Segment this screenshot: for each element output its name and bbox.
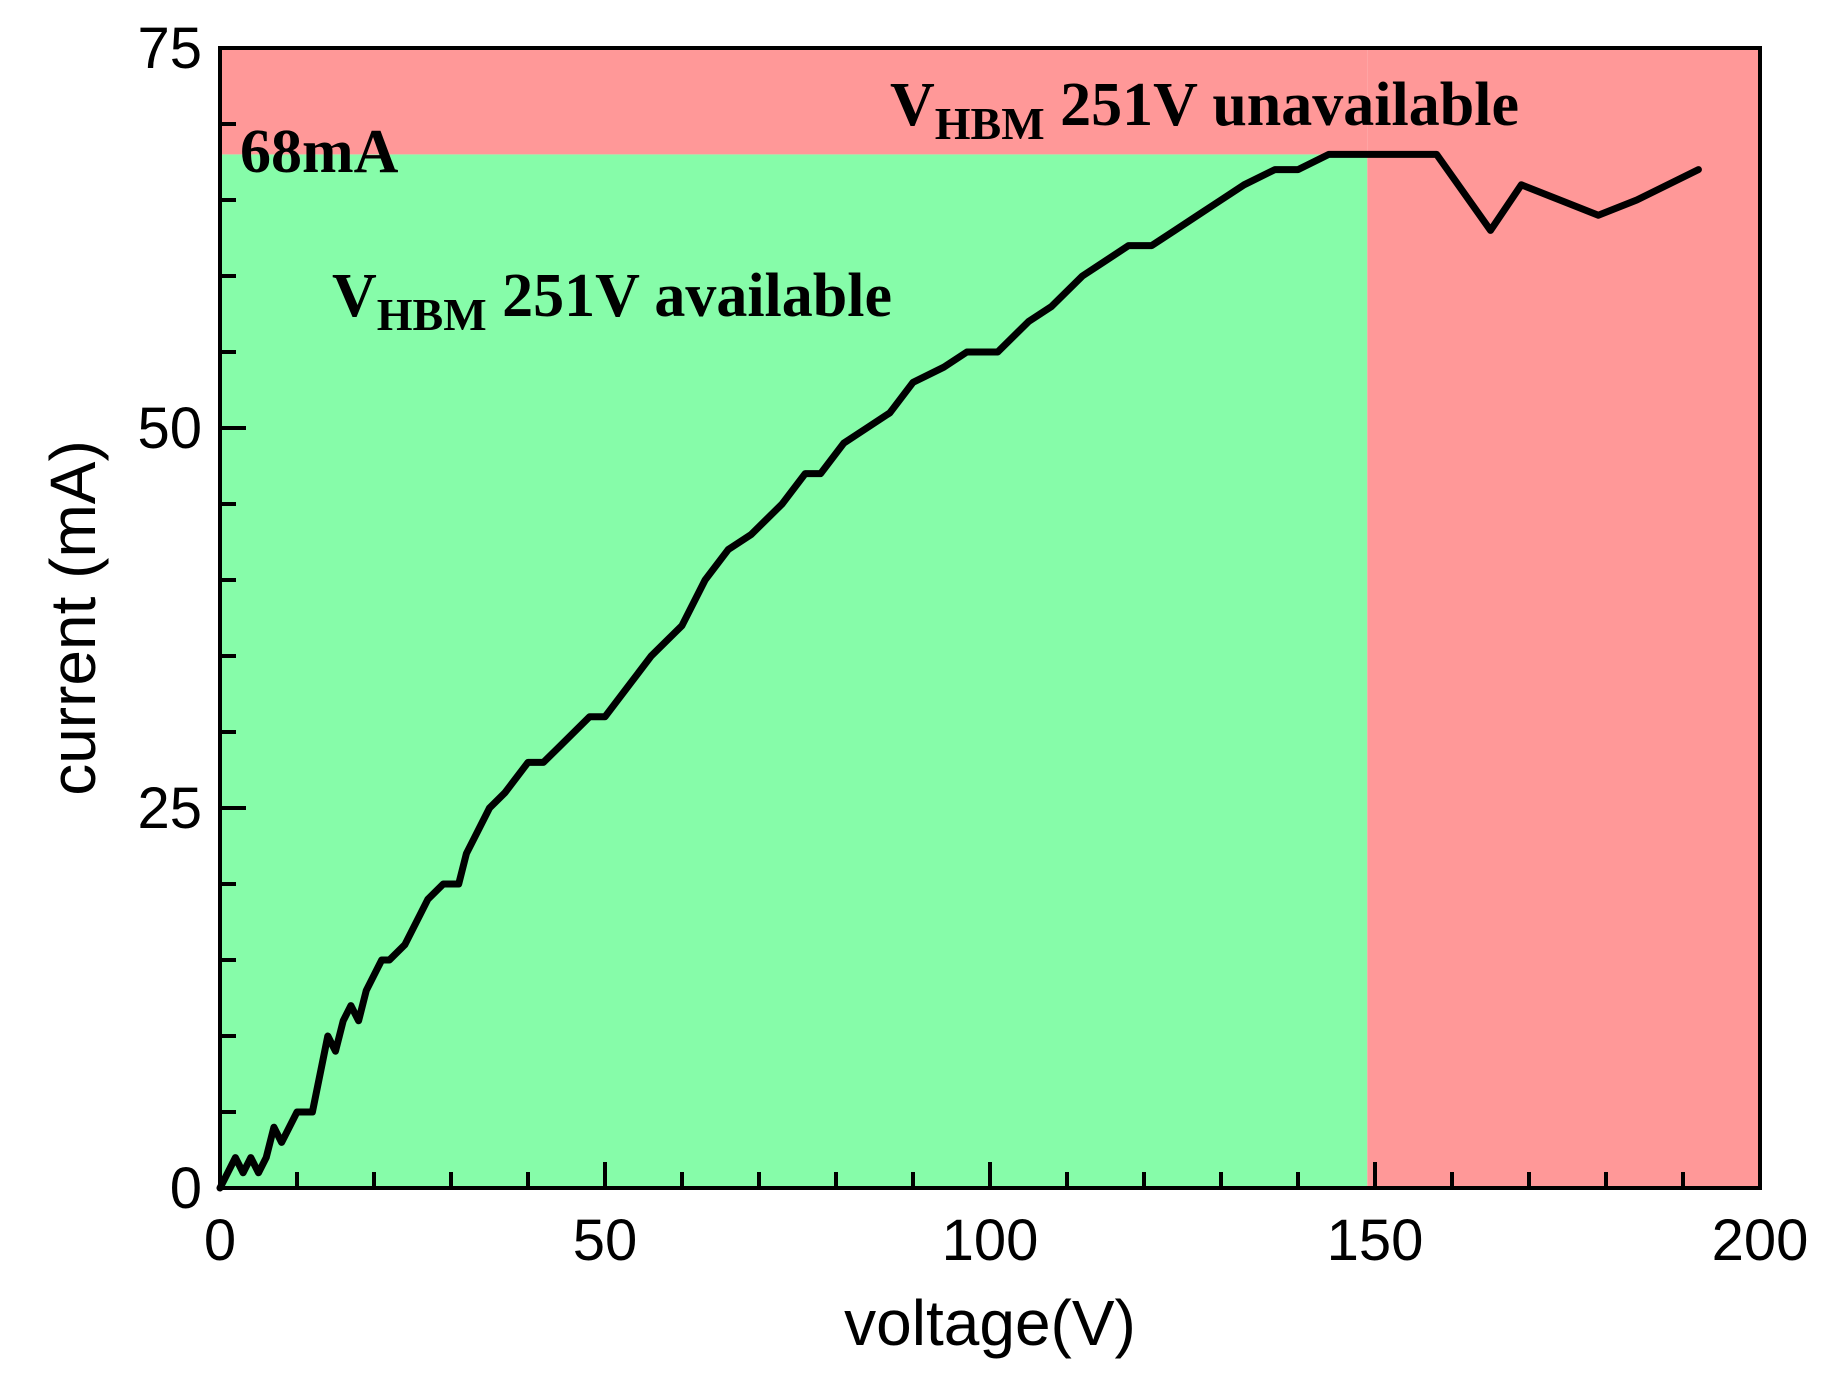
region-available [220,154,1368,1188]
y-tick-label: 50 [137,396,202,461]
x-axis-title: voltage(V) [844,1287,1136,1359]
unavailable-annotation-rest: 251V unavailable [1045,71,1519,139]
unavailable-annotation: VHBM 251V unavailable [890,71,1519,149]
series-layer [216,150,1702,1192]
y-axis-title: current (mA) [37,440,109,796]
available-annotation-main: V [332,262,377,330]
x-tick-label: 200 [1712,1208,1809,1273]
available-annotation-subscript: HBM [377,289,487,340]
x-tick-label: 0 [204,1208,236,1273]
regions [220,48,1760,1188]
region-unavailable-top [220,48,1368,155]
y-tick-label: 0 [170,1156,202,1221]
x-tick-label: 100 [942,1208,1039,1273]
x-tick-label: 150 [1327,1208,1424,1273]
ticks [218,46,1762,1190]
region-unavailable [1367,48,1760,1188]
available-annotation-rest: 251V available [487,262,892,330]
series-line-current [216,150,1702,1192]
unavailable-annotation-subscript: HBM [935,98,1045,149]
x-tick-label: 50 [573,1208,638,1273]
unavailable-annotation-main: V [890,71,935,139]
y-tick-label: 25 [137,776,202,841]
available-annotation: VHBM 251V available [332,262,892,340]
tick-labels: 0 50 100 150 200 0 25 50 75 [137,16,1808,1273]
y-tick-label: 75 [137,16,202,81]
threshold-annotation: 68mA [240,118,399,186]
